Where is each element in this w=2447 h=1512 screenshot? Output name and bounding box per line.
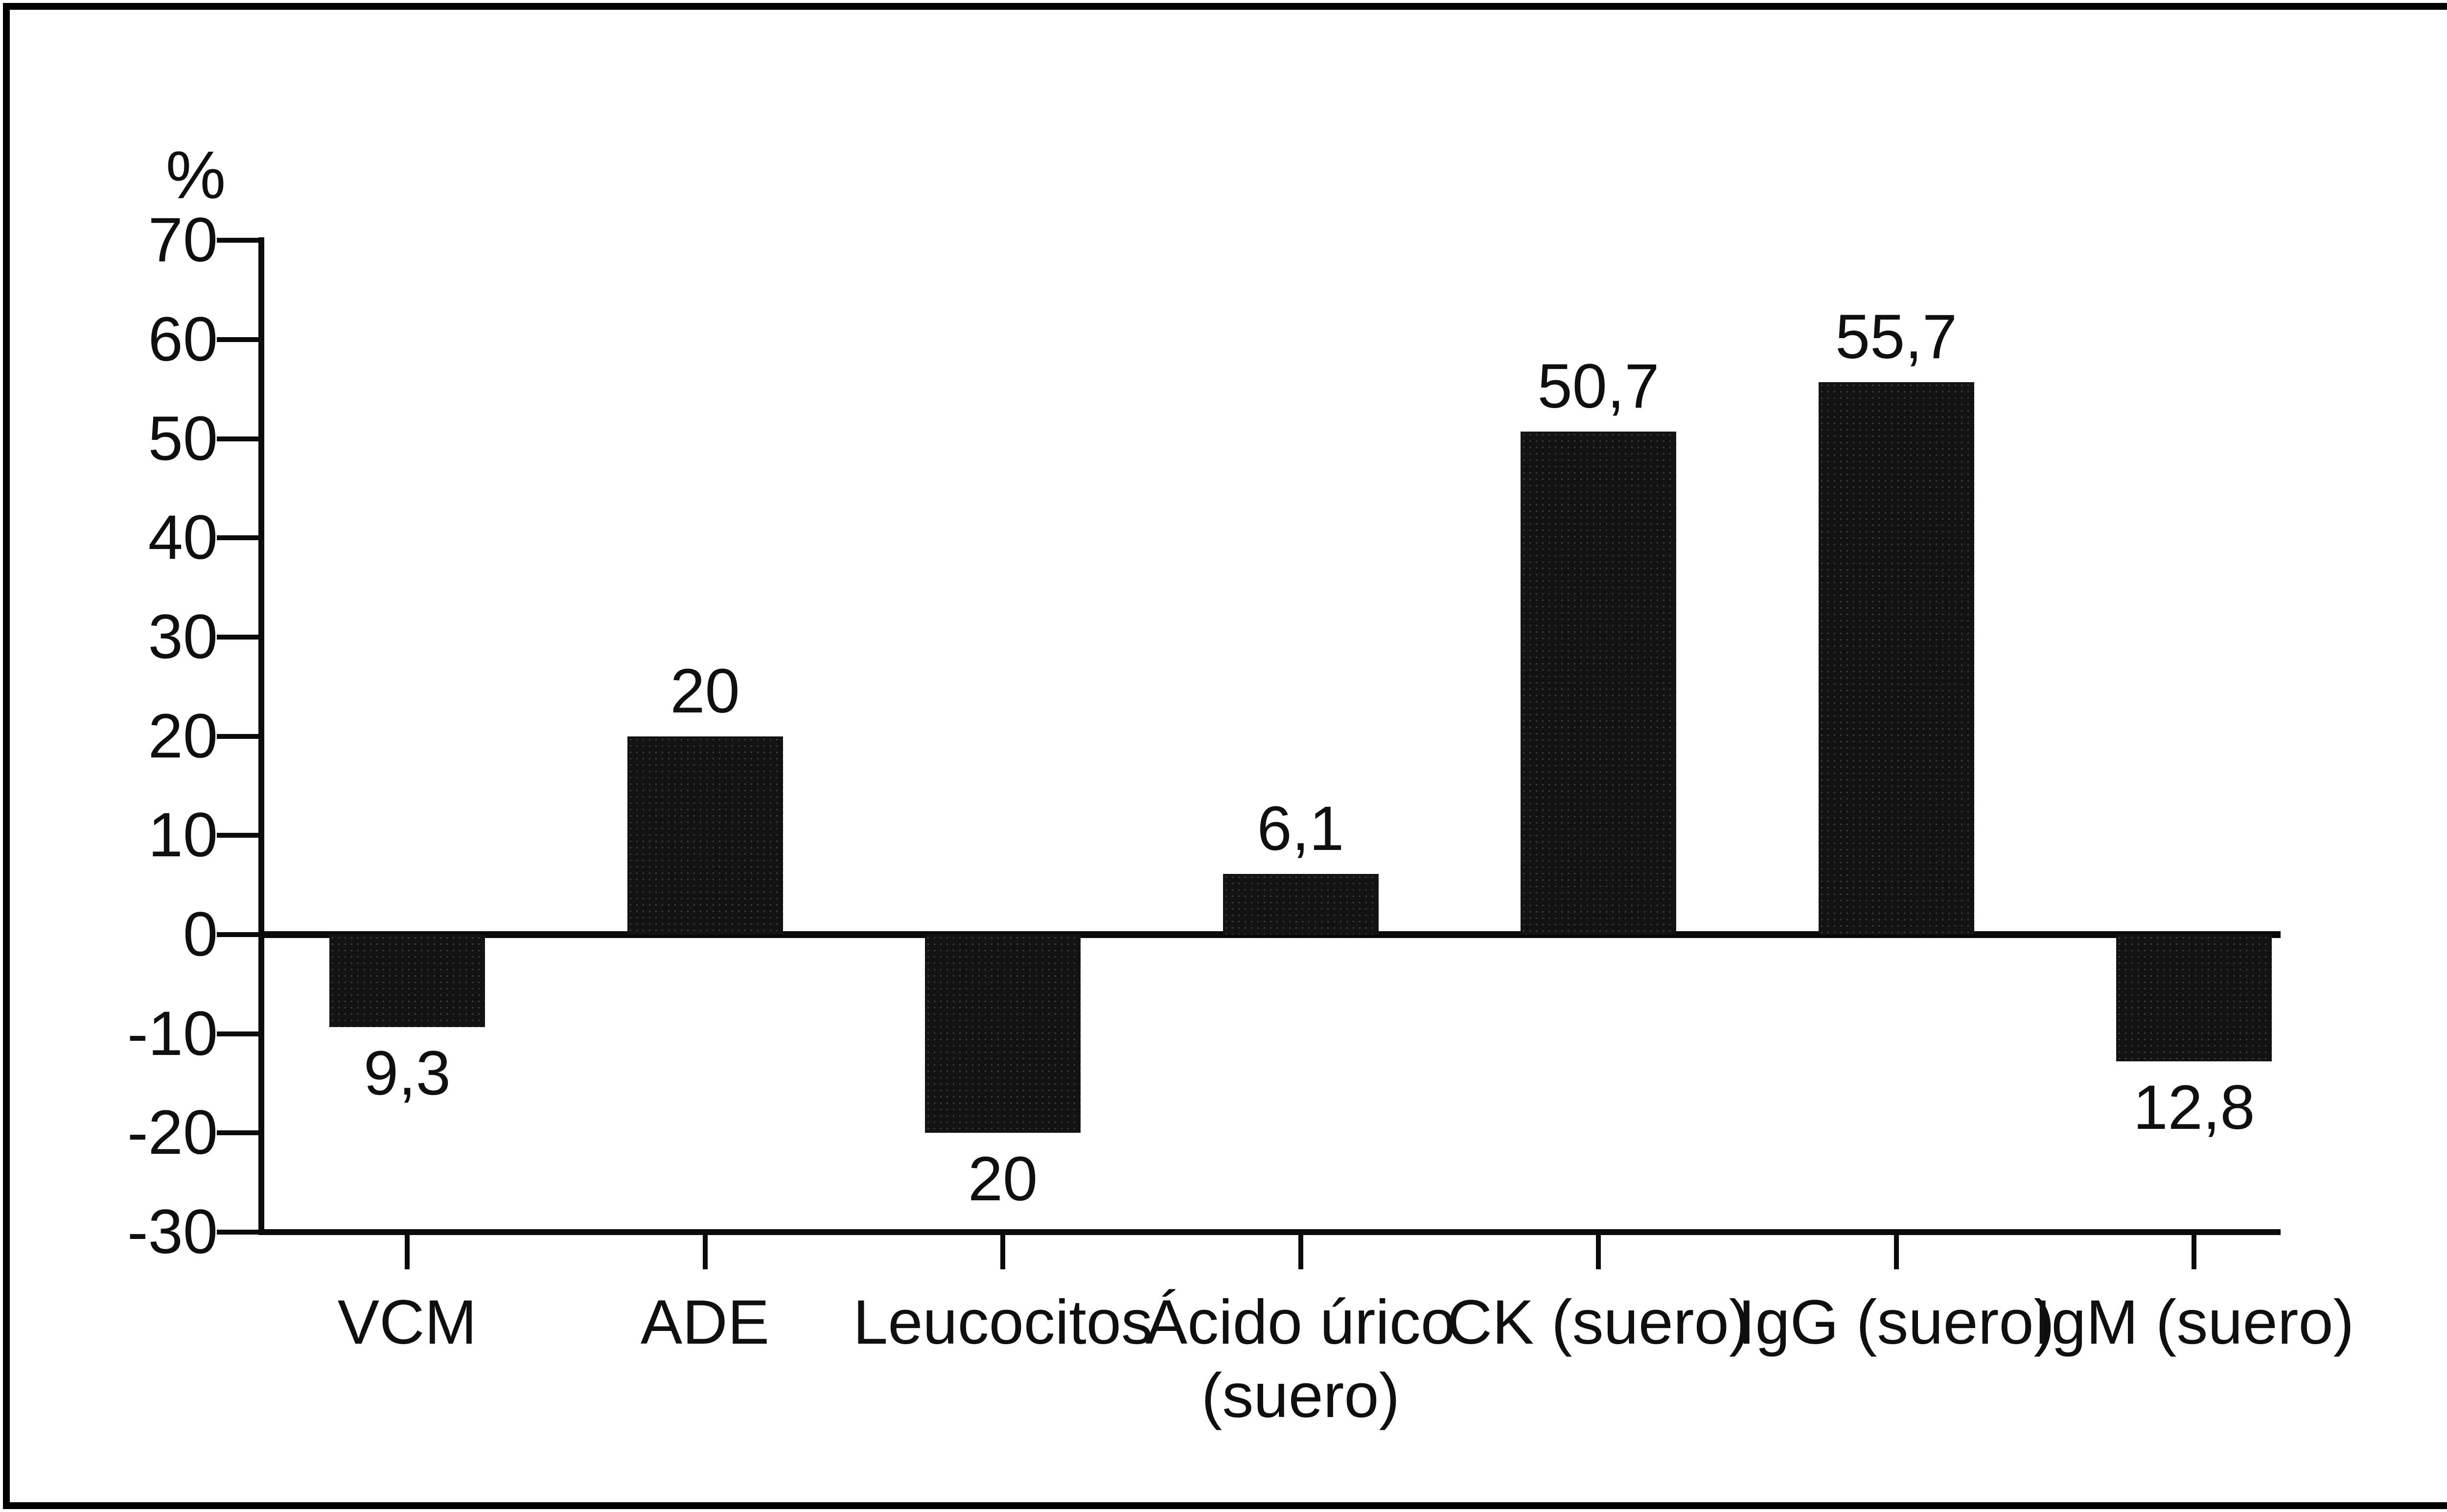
y-tick <box>217 1130 258 1136</box>
y-tick <box>217 833 258 838</box>
y-tick <box>217 932 258 937</box>
y-tick <box>217 535 258 541</box>
category-label: CK (suero) <box>1324 1286 1872 1359</box>
category-label-line: IgM (suero) <box>2033 1287 2355 1357</box>
category-label-line: (suero) <box>1201 1361 1400 1431</box>
category-label: ADE <box>431 1286 979 1359</box>
category-label: Leucocitos <box>729 1286 1277 1359</box>
bar <box>1818 382 1974 935</box>
bar <box>925 935 1081 1133</box>
y-tick-label: 40 <box>148 503 218 573</box>
y-axis-unit-label: % <box>165 137 226 213</box>
y-tick-label: 50 <box>148 403 218 474</box>
bar <box>329 935 485 1027</box>
category-tick <box>1893 1232 1899 1270</box>
bar-value-label: 50,7 <box>1537 351 1660 422</box>
category-label-line: CK (suero) <box>1447 1287 1750 1357</box>
bar-value-label: 20 <box>968 1144 1038 1214</box>
y-tick-label: -30 <box>127 1197 218 1267</box>
y-tick <box>217 1230 258 1235</box>
bar-value-label: 20 <box>670 656 740 726</box>
category-label: VCM <box>133 1286 681 1359</box>
category-tick <box>702 1232 708 1270</box>
y-tick <box>217 436 258 441</box>
bar <box>2116 935 2272 1062</box>
bar-value-label: 55,7 <box>1835 301 1958 372</box>
y-axis-line <box>258 237 264 1236</box>
y-tick-label: 60 <box>148 304 218 374</box>
y-tick-label: -10 <box>127 998 218 1069</box>
category-tick <box>1000 1232 1005 1270</box>
category-label-line: IgG (suero) <box>1737 1287 2055 1357</box>
category-label: Ácido úrico (suero) <box>1027 1286 1575 1433</box>
bar-value-label: 9,3 <box>364 1038 451 1108</box>
y-tick-label: 20 <box>148 701 218 771</box>
y-tick <box>217 1031 258 1036</box>
y-tick-label: 10 <box>148 800 218 871</box>
category-tick <box>405 1232 410 1270</box>
category-label-line: ADE <box>640 1287 770 1357</box>
x-axis-bottom-line <box>258 1229 2281 1236</box>
category-tick <box>2192 1232 2196 1270</box>
category-tick <box>1596 1232 1601 1270</box>
y-tick-label: -20 <box>127 1098 218 1168</box>
category-label: IgM (suero) <box>1920 1286 2447 1359</box>
y-tick-label: 30 <box>148 601 218 672</box>
bar <box>1223 874 1379 935</box>
y-tick <box>217 337 258 342</box>
y-tick <box>217 733 258 739</box>
y-tick <box>217 634 258 640</box>
category-tick <box>1298 1232 1303 1270</box>
bar-value-label: 12,8 <box>2133 1073 2255 1143</box>
bar-value-label: 6,1 <box>1257 794 1344 864</box>
category-label-line: Leucocitos <box>853 1287 1153 1357</box>
category-label-line: Ácido úrico <box>1145 1287 1456 1357</box>
bar <box>627 736 783 935</box>
y-tick-label: 0 <box>183 899 218 969</box>
y-tick <box>217 238 258 243</box>
category-label-line: VCM <box>337 1287 477 1357</box>
bar <box>1521 432 1676 935</box>
y-tick-label: 70 <box>148 205 218 275</box>
category-label: IgG (suero) <box>1622 1286 2170 1359</box>
